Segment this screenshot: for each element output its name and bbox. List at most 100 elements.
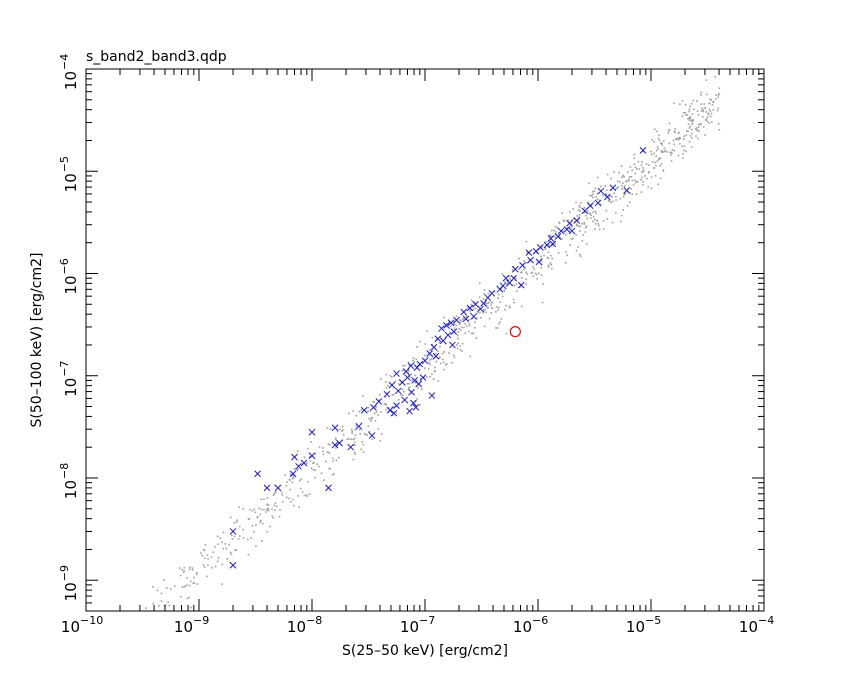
data-point-dot bbox=[621, 214, 623, 217]
data-point-dot bbox=[431, 373, 433, 375]
data-point-dot bbox=[380, 411, 382, 413]
data-point-dot bbox=[453, 323, 456, 326]
data-point-dot bbox=[605, 192, 607, 195]
data-point-dot bbox=[249, 508, 251, 511]
data-point-dot bbox=[346, 438, 349, 441]
data-point-dot bbox=[561, 212, 563, 214]
data-point-dot bbox=[623, 185, 626, 187]
data-point-dot bbox=[579, 225, 581, 228]
data-point-dot bbox=[662, 140, 665, 142]
data-point-dot bbox=[410, 373, 412, 375]
data-point-dot bbox=[285, 496, 288, 499]
data-point-dot bbox=[254, 511, 257, 513]
data-point-dot bbox=[251, 525, 254, 527]
data-point-dot bbox=[562, 219, 565, 221]
data-point-dot bbox=[212, 551, 215, 553]
data-point-dot bbox=[698, 130, 700, 132]
data-point-dot bbox=[179, 574, 182, 577]
data-point-dot bbox=[586, 217, 588, 220]
data-point-dot bbox=[316, 463, 319, 465]
data-point-x bbox=[254, 470, 261, 478]
data-point-dot bbox=[579, 253, 581, 256]
data-point-dot bbox=[648, 164, 650, 166]
data-point-dot bbox=[235, 549, 238, 551]
data-point-dot bbox=[230, 553, 233, 556]
data-point-dot bbox=[503, 289, 505, 292]
data-point-dot bbox=[266, 508, 268, 510]
data-point-dot bbox=[328, 467, 330, 470]
data-point-dot bbox=[274, 491, 277, 493]
data-point-dot bbox=[597, 176, 599, 179]
data-point-dot bbox=[390, 376, 393, 378]
data-point-dot bbox=[630, 175, 633, 178]
data-point-dot bbox=[355, 423, 358, 426]
data-point-dot bbox=[582, 234, 585, 236]
data-point-dot bbox=[431, 336, 434, 339]
data-point-dot bbox=[691, 132, 693, 135]
data-point-dot bbox=[584, 231, 587, 233]
data-point-dot bbox=[641, 171, 643, 173]
x-tick-label: 10 −8 bbox=[287, 614, 322, 636]
data-point-dot bbox=[544, 246, 546, 249]
data-point-dot bbox=[434, 370, 436, 373]
data-point-dot bbox=[202, 564, 205, 566]
data-point-dot bbox=[701, 107, 703, 110]
data-point-dot bbox=[292, 474, 294, 477]
data-point-dot bbox=[471, 332, 473, 335]
data-point-dot bbox=[341, 430, 343, 433]
data-point-x bbox=[434, 335, 442, 343]
data-point-dot bbox=[640, 191, 643, 193]
data-point-dot bbox=[292, 498, 294, 501]
circle-marker-series bbox=[509, 326, 521, 338]
data-point-dot bbox=[266, 509, 269, 511]
data-point-x bbox=[370, 404, 377, 411]
data-point-x bbox=[532, 247, 540, 255]
data-point-dot bbox=[482, 310, 485, 312]
data-point-dot bbox=[674, 128, 676, 130]
data-point-dot bbox=[571, 219, 573, 221]
data-point-x bbox=[447, 319, 455, 327]
data-point-dot bbox=[181, 568, 184, 571]
data-point-x bbox=[462, 315, 470, 323]
data-point-dot bbox=[683, 149, 685, 152]
data-point-dot bbox=[646, 177, 648, 180]
data-point-dot bbox=[183, 566, 186, 569]
data-point-dot bbox=[439, 356, 441, 359]
data-point-dot bbox=[380, 433, 383, 435]
data-point-dot bbox=[595, 196, 597, 198]
data-point-dot bbox=[689, 117, 692, 120]
data-point-dot bbox=[461, 342, 464, 345]
data-point-dot bbox=[293, 468, 296, 470]
data-point-x bbox=[563, 226, 571, 233]
data-point-dot bbox=[210, 556, 213, 559]
data-point-dot bbox=[547, 257, 550, 259]
data-point-dot bbox=[647, 171, 650, 174]
data-point-dot bbox=[656, 146, 659, 148]
data-point-dot bbox=[289, 473, 292, 475]
data-point-dot bbox=[253, 530, 255, 533]
data-point-dot bbox=[642, 169, 645, 171]
data-point-dot bbox=[660, 150, 663, 152]
data-point-dot bbox=[429, 363, 431, 366]
data-point-dot bbox=[670, 160, 673, 162]
data-point-dot bbox=[165, 587, 168, 589]
data-point-dot bbox=[487, 292, 490, 295]
data-point-dot bbox=[291, 477, 294, 480]
data-point-dot bbox=[705, 118, 708, 120]
data-point-dot bbox=[465, 315, 468, 318]
data-point-x bbox=[402, 368, 410, 375]
data-point-dot bbox=[473, 327, 476, 329]
data-point-dot bbox=[464, 323, 466, 325]
data-point-dot bbox=[635, 193, 638, 195]
data-point-dot bbox=[584, 227, 587, 229]
data-point-dot bbox=[710, 112, 713, 115]
data-point-dot bbox=[207, 564, 209, 567]
data-point-dot bbox=[644, 175, 646, 177]
data-point-dot bbox=[226, 558, 229, 560]
data-point-dot bbox=[554, 225, 557, 228]
data-point-dot bbox=[328, 444, 331, 446]
data-point-dot bbox=[329, 428, 332, 431]
data-point-dot bbox=[650, 150, 652, 153]
data-point-dot bbox=[525, 262, 528, 264]
